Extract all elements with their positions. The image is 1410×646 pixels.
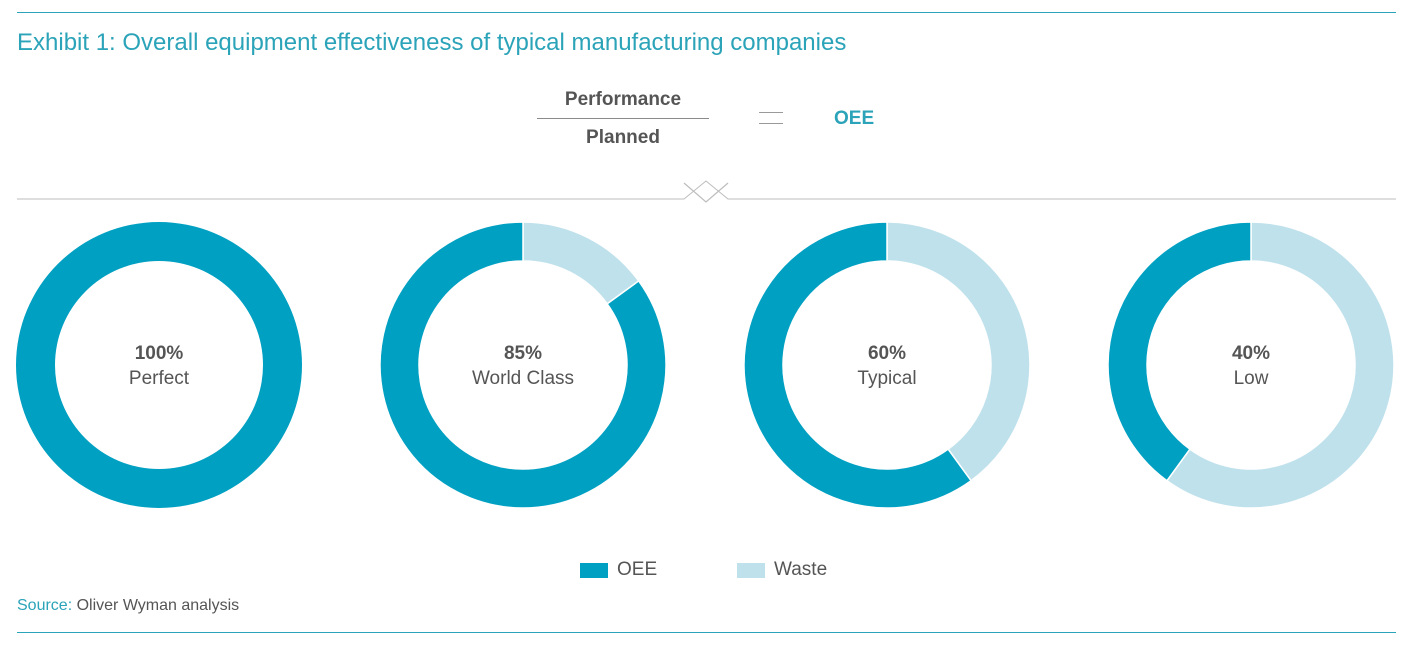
donut-category-label: Typical bbox=[857, 368, 916, 389]
formula-numerator: Performance bbox=[564, 89, 682, 110]
donut-category-label: Perfect bbox=[129, 368, 190, 389]
donut-charts: 100% Perfect 85% World Class 60% Typical 40% Lo… bbox=[16, 221, 1395, 509]
section-divider bbox=[17, 180, 1396, 203]
legend-label-oee: OEE bbox=[617, 559, 658, 580]
donut-slice-oee bbox=[743, 221, 973, 509]
donut-slice-waste bbox=[1165, 221, 1395, 509]
legend-swatch-waste bbox=[737, 563, 765, 578]
donut-category-label: Low bbox=[1234, 368, 1269, 389]
donut-percent-label: 60% bbox=[868, 343, 906, 364]
donut-chart-perfect: 100% Perfect bbox=[16, 222, 302, 508]
legend-label-waste: Waste bbox=[774, 559, 828, 580]
bottom-rule bbox=[17, 632, 1396, 633]
donut-chart-typical: 60% Typical bbox=[743, 221, 1031, 509]
donut-chart-low: 40% Low bbox=[1107, 221, 1395, 509]
exhibit-title: Exhibit 1: Overall equipment effectivene… bbox=[17, 29, 847, 56]
donut-slice-waste bbox=[522, 221, 640, 305]
top-rule bbox=[17, 12, 1396, 13]
divider-line-with-chevron bbox=[17, 180, 1396, 200]
donut-chart-world-class: 85% World Class bbox=[379, 221, 667, 509]
donut-category-label: World Class bbox=[472, 368, 574, 389]
donut-percent-label: 85% bbox=[504, 343, 542, 364]
source-note: Source: Oliver Wyman analysis bbox=[17, 597, 239, 615]
donut-slice-oee bbox=[1107, 221, 1252, 482]
formula-denominator: Planned bbox=[586, 127, 660, 148]
fraction-line bbox=[537, 118, 709, 119]
donut-percent-label: 40% bbox=[1232, 343, 1270, 364]
formula-result: OEE bbox=[834, 108, 875, 129]
oee-formula: Performance Planned OEE bbox=[537, 86, 897, 156]
donut-slice-oee bbox=[16, 222, 302, 508]
source-label: Source: bbox=[17, 597, 73, 614]
chevron-down-icon bbox=[683, 182, 729, 203]
legend-swatch-oee bbox=[580, 563, 608, 578]
donut-slice-waste bbox=[886, 221, 1031, 482]
donut-slice-oee bbox=[379, 221, 667, 509]
source-text: Oliver Wyman analysis bbox=[76, 597, 240, 614]
donut-percent-label: 100% bbox=[135, 343, 184, 364]
equals-icon bbox=[759, 112, 783, 124]
